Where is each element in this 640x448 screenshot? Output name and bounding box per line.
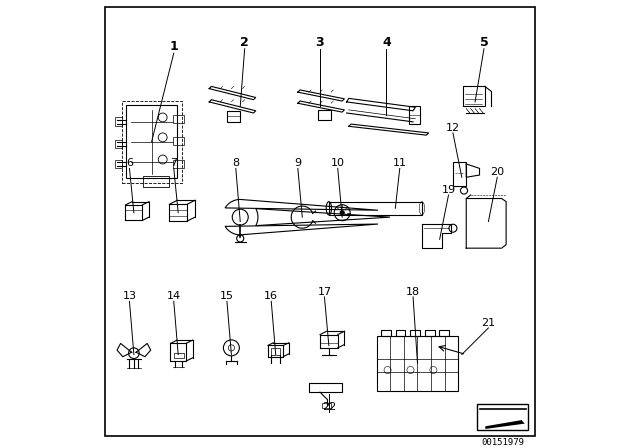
Bar xyxy=(376,336,458,391)
Bar xyxy=(477,404,528,430)
Text: 8: 8 xyxy=(232,159,239,168)
Bar xyxy=(381,330,390,336)
Text: 13: 13 xyxy=(122,291,136,302)
Bar xyxy=(453,162,466,186)
Text: 10: 10 xyxy=(331,159,345,168)
Text: 18: 18 xyxy=(406,287,420,297)
Bar xyxy=(309,383,342,392)
Bar xyxy=(410,330,420,336)
Bar xyxy=(122,101,182,183)
Bar xyxy=(173,138,184,145)
Text: 19: 19 xyxy=(442,185,456,195)
Bar xyxy=(396,330,405,336)
Bar xyxy=(425,330,435,336)
Bar xyxy=(329,202,422,215)
Text: 3: 3 xyxy=(316,36,324,49)
Text: 12: 12 xyxy=(446,123,460,133)
Bar xyxy=(463,86,485,106)
Text: 9: 9 xyxy=(294,159,301,168)
Polygon shape xyxy=(485,420,525,429)
Bar xyxy=(173,159,184,168)
Text: 4: 4 xyxy=(382,36,391,49)
Text: 21: 21 xyxy=(481,318,495,328)
Bar xyxy=(227,111,240,122)
Bar xyxy=(440,330,449,336)
Bar xyxy=(271,348,280,354)
Text: 1: 1 xyxy=(170,40,178,53)
Bar xyxy=(115,140,122,148)
Text: 7: 7 xyxy=(170,159,177,168)
Bar xyxy=(126,105,177,178)
Bar xyxy=(322,403,331,408)
Text: 17: 17 xyxy=(317,287,332,297)
Bar xyxy=(143,176,170,187)
Bar xyxy=(115,159,122,168)
Bar xyxy=(174,353,184,358)
Text: 11: 11 xyxy=(393,159,407,168)
Bar xyxy=(115,117,122,126)
Text: 14: 14 xyxy=(166,291,181,302)
Circle shape xyxy=(340,211,344,215)
Text: 20: 20 xyxy=(490,167,504,177)
Text: 15: 15 xyxy=(220,291,234,302)
Text: 6: 6 xyxy=(126,159,133,168)
Bar xyxy=(318,110,331,120)
Bar xyxy=(173,115,184,123)
Text: 5: 5 xyxy=(479,36,488,49)
Text: 00151979: 00151979 xyxy=(481,438,524,447)
Text: 16: 16 xyxy=(264,291,278,302)
Text: 22: 22 xyxy=(322,402,336,412)
Text: 2: 2 xyxy=(240,36,249,49)
Bar xyxy=(408,106,420,124)
